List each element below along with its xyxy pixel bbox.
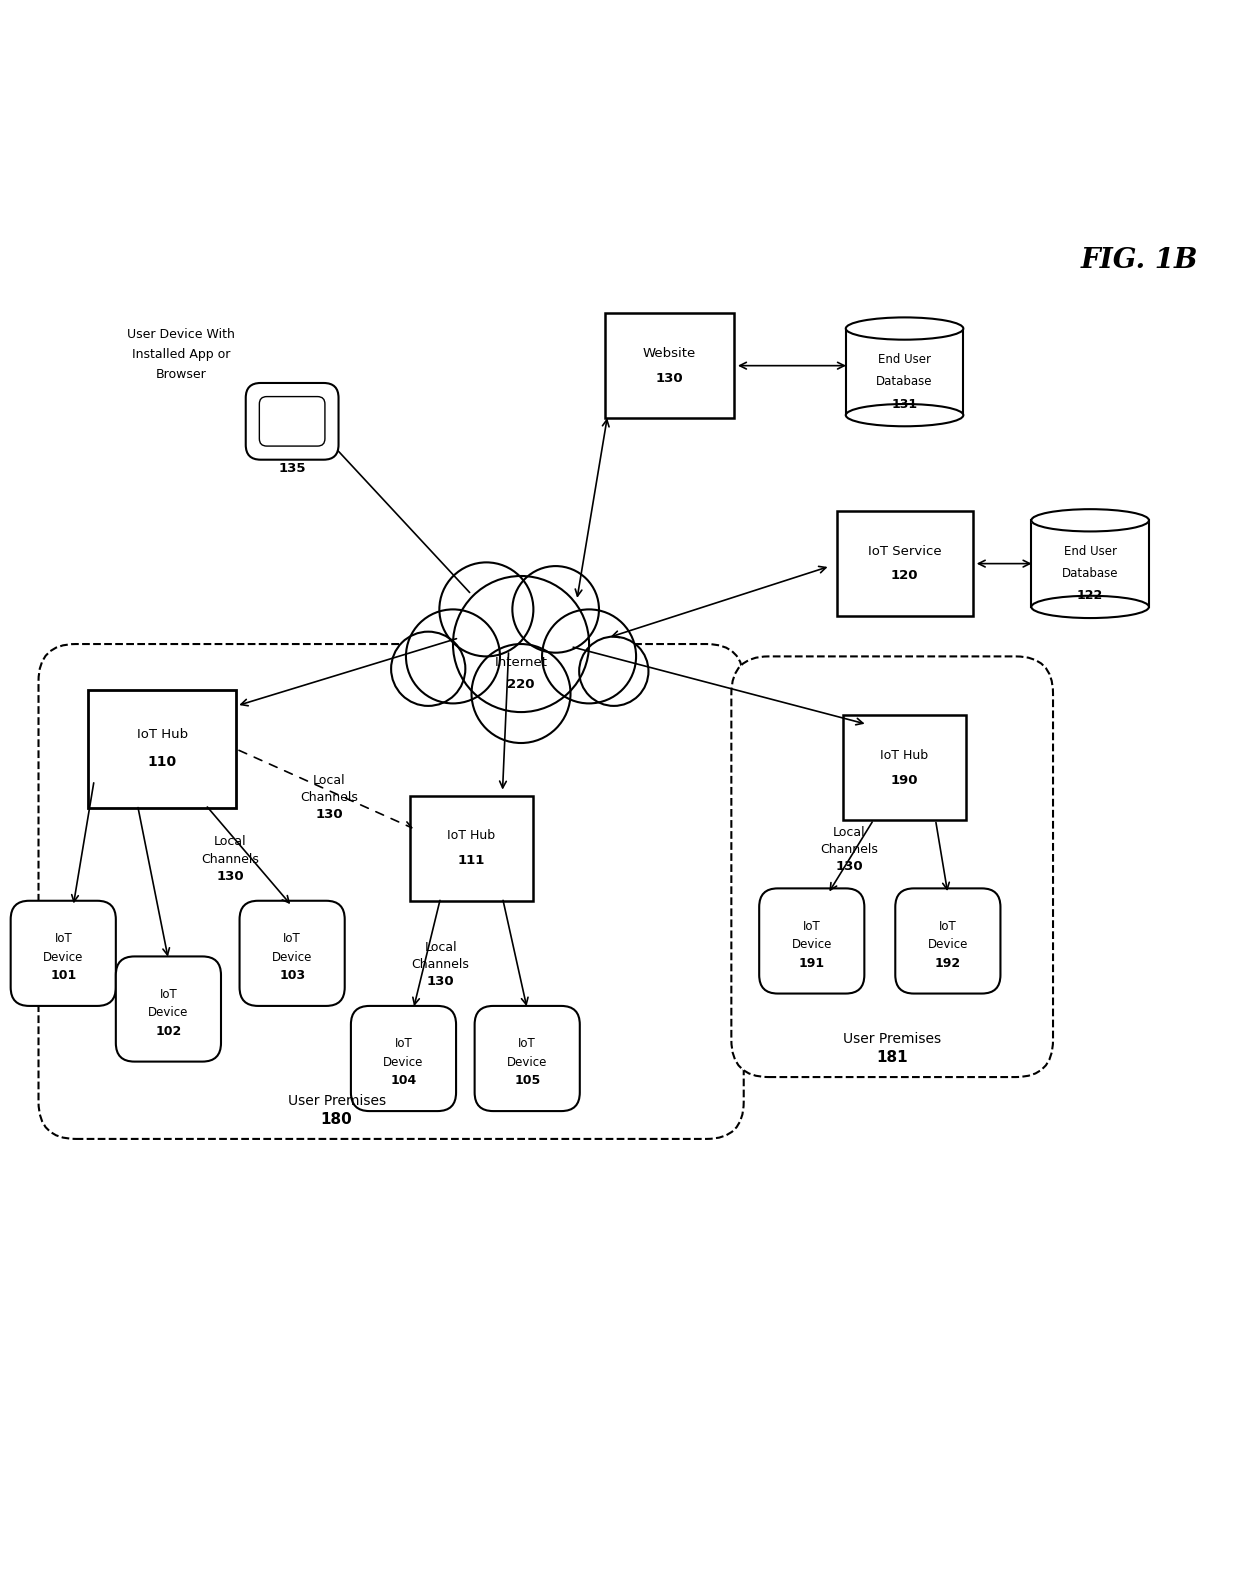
FancyBboxPatch shape [409,796,533,900]
Text: IoT Hub: IoT Hub [880,748,929,762]
FancyBboxPatch shape [351,1006,456,1111]
Text: Database: Database [877,376,932,388]
Text: FIG. 1B: FIG. 1B [1081,247,1198,274]
Circle shape [405,609,500,704]
Text: 192: 192 [935,957,961,970]
Bar [1032,518,1149,523]
Text: 190: 190 [890,773,919,786]
Text: Device: Device [43,951,83,964]
Text: Device: Device [507,1056,547,1068]
Text: Channels: Channels [201,853,259,865]
Text: Browser: Browser [155,368,206,380]
Text: 122: 122 [1078,590,1104,602]
Text: IoT: IoT [394,1037,413,1051]
Ellipse shape [1032,596,1149,618]
Text: Device: Device [791,938,832,951]
Bar [846,328,963,415]
Circle shape [471,644,570,743]
Bar [846,327,963,331]
Text: IoT: IoT [160,987,177,1000]
Text: Device: Device [928,938,968,951]
Text: IoT Hub: IoT Hub [448,829,496,842]
Text: 191: 191 [799,957,825,970]
Ellipse shape [1032,509,1149,531]
Text: Local: Local [312,773,346,786]
Text: 103: 103 [279,968,305,983]
Text: 120: 120 [890,569,919,582]
Text: IoT Service: IoT Service [868,545,941,558]
FancyBboxPatch shape [11,900,115,1006]
Text: Local: Local [215,835,247,848]
Text: IoT: IoT [518,1037,536,1051]
Text: Channels: Channels [412,957,470,972]
Circle shape [439,563,533,656]
Bar [1032,520,1149,607]
Text: IoT: IoT [939,919,957,932]
Text: Device: Device [272,951,312,964]
Text: 104: 104 [391,1075,417,1087]
Text: End User: End User [1064,545,1117,558]
Text: Website: Website [642,347,696,360]
Text: Installed App or: Installed App or [131,349,229,361]
Text: Channels: Channels [820,843,878,856]
Text: Device: Device [383,1056,424,1068]
Text: Local: Local [424,940,456,954]
Text: Internet: Internet [495,656,548,669]
Text: 105: 105 [515,1075,541,1087]
FancyBboxPatch shape [759,888,864,994]
Ellipse shape [846,317,963,339]
Text: 101: 101 [50,968,77,983]
Ellipse shape [846,404,963,426]
FancyBboxPatch shape [239,900,345,1006]
Text: 135: 135 [279,461,306,475]
Text: IoT: IoT [283,932,301,945]
Text: 102: 102 [155,1025,181,1038]
Circle shape [453,575,589,712]
Text: 130: 130 [315,808,343,821]
Text: 130: 130 [427,975,454,989]
Circle shape [391,632,465,705]
Text: 181: 181 [877,1049,908,1065]
FancyBboxPatch shape [246,384,339,460]
Text: 131: 131 [892,398,918,411]
FancyBboxPatch shape [837,510,972,617]
Text: 180: 180 [321,1111,352,1127]
FancyBboxPatch shape [38,644,744,1140]
Text: User Device With: User Device With [126,328,234,341]
Circle shape [512,566,599,653]
Text: 130: 130 [217,870,244,883]
Text: Database: Database [1061,567,1118,580]
Text: 130: 130 [835,861,863,873]
Text: IoT: IoT [802,919,821,932]
Text: 220: 220 [507,678,534,691]
Text: 111: 111 [458,854,485,867]
Text: User Premises: User Premises [843,1032,941,1046]
Circle shape [579,637,649,705]
Text: 110: 110 [148,754,177,769]
Text: IoT: IoT [55,932,72,945]
Text: Local: Local [832,826,866,838]
FancyBboxPatch shape [732,656,1053,1078]
Text: IoT Hub: IoT Hub [136,728,187,740]
FancyBboxPatch shape [605,314,734,418]
Text: 130: 130 [656,371,683,385]
FancyBboxPatch shape [115,956,221,1062]
FancyBboxPatch shape [259,396,325,445]
FancyBboxPatch shape [88,691,237,808]
Text: Device: Device [149,1006,188,1019]
FancyBboxPatch shape [895,888,1001,994]
Text: End User: End User [878,353,931,366]
FancyBboxPatch shape [475,1006,580,1111]
FancyBboxPatch shape [843,715,966,821]
Text: Channels: Channels [300,791,358,804]
Text: User Premises: User Premises [288,1094,386,1108]
Circle shape [542,609,636,704]
